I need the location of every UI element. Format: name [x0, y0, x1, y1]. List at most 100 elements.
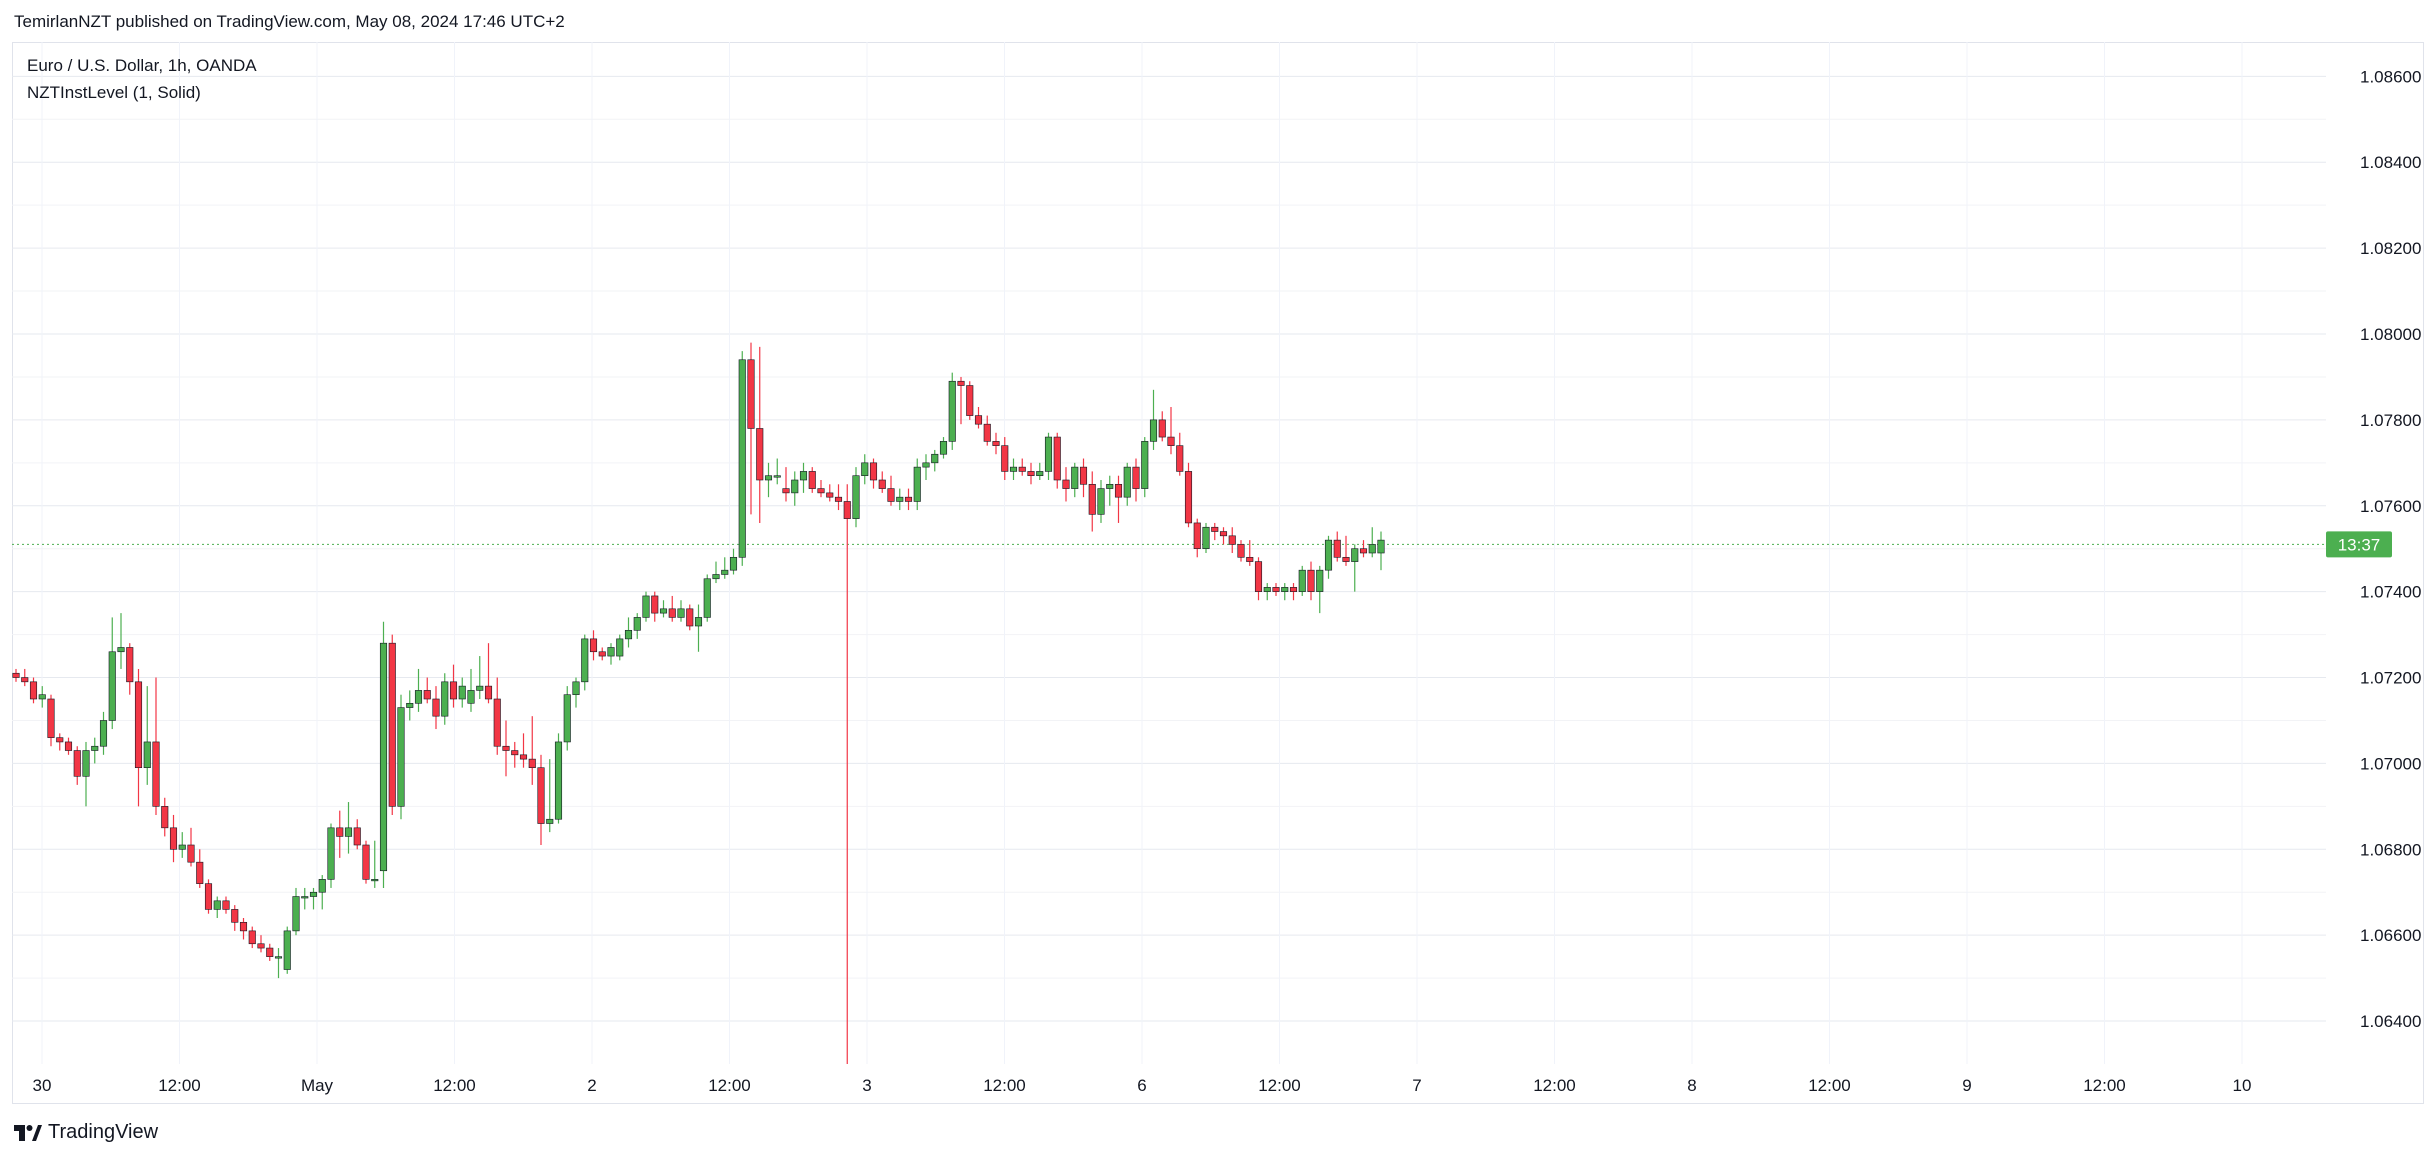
candle-body: [336, 827, 344, 837]
price-tick-label: 1.07600: [2360, 497, 2421, 516]
candle-body: [826, 492, 834, 498]
candle: [99, 711, 108, 755]
candle-body: [1071, 466, 1079, 489]
candle-body: [992, 441, 1000, 446]
candle: [1141, 437, 1149, 498]
candle: [694, 604, 703, 652]
time-tick-label: 12:00: [2083, 1076, 2126, 1095]
tradingview-logo-icon: [14, 1124, 42, 1141]
candle-body: [178, 844, 186, 850]
candle-body: [73, 750, 81, 777]
candle-body: [449, 681, 458, 700]
candle: [852, 467, 860, 528]
candle-body: [1289, 587, 1298, 592]
candle: [1044, 432, 1053, 480]
candle: [29, 677, 38, 704]
candle-body: [1307, 569, 1315, 592]
candle-body: [878, 479, 886, 489]
candle-body: [1097, 488, 1105, 515]
candle-body: [1342, 556, 1350, 562]
candle-body: [1368, 544, 1376, 554]
candle: [861, 454, 869, 485]
candle: [108, 617, 116, 730]
candle-body: [1141, 441, 1149, 489]
candle: [1176, 432, 1184, 476]
candle: [222, 896, 230, 914]
candle: [537, 754, 545, 845]
candle-body: [1018, 466, 1026, 472]
candle: [371, 840, 379, 888]
candle-body: [607, 647, 615, 657]
candle: [511, 741, 519, 768]
candle: [1281, 583, 1289, 601]
candle-body: [292, 896, 300, 932]
price-tick-label: 1.06400: [2360, 1012, 2421, 1031]
candle: [1184, 462, 1193, 528]
candle: [213, 896, 221, 918]
time-tick-label: 12:00: [433, 1076, 476, 1095]
candle: [554, 733, 563, 824]
candle-body: [327, 827, 335, 880]
price-tick-label: 1.08400: [2360, 153, 2421, 172]
candle: [257, 935, 265, 953]
candle: [379, 621, 388, 888]
candle-body: [1036, 471, 1044, 477]
candle: [1359, 540, 1368, 558]
tradingview-logo-text: TradingView: [48, 1121, 159, 1143]
candle-body: [598, 651, 606, 657]
candle-body: [1106, 483, 1114, 489]
candle-body: [659, 608, 668, 614]
candle: [738, 351, 746, 566]
candle-body: [554, 741, 563, 820]
candle: [1307, 561, 1315, 601]
candle: [589, 630, 598, 661]
candle-body: [274, 956, 283, 959]
candle: [1106, 475, 1114, 506]
candle-body: [957, 380, 965, 386]
candle-body: [546, 818, 554, 824]
candle: [843, 484, 851, 1064]
time-tick-label: 12:00: [1533, 1076, 1576, 1095]
candle-body: [108, 651, 116, 721]
candle: [1009, 458, 1018, 480]
tradingview-logo[interactable]: TradingView: [14, 1121, 158, 1144]
candle: [966, 381, 974, 420]
candle: [633, 613, 641, 639]
candle-body: [362, 844, 370, 880]
candle: [91, 737, 99, 764]
indicator-title[interactable]: NZTInstLevel (1, Solid): [27, 83, 201, 102]
candle-body: [318, 879, 326, 893]
candle: [301, 887, 309, 910]
time-tick-label: 8: [1687, 1076, 1696, 1095]
candle-body: [82, 750, 90, 777]
candle: [353, 819, 361, 850]
candle: [1219, 527, 1228, 545]
candle-body: [248, 930, 256, 945]
candle: [484, 643, 493, 704]
candle: [703, 574, 711, 622]
candle: [948, 372, 956, 450]
candle: [869, 458, 878, 489]
candle: [1167, 407, 1175, 455]
candle-body: [677, 608, 685, 618]
candle: [1202, 522, 1210, 553]
candle: [992, 432, 1000, 455]
candle: [1289, 583, 1298, 601]
candle: [161, 797, 169, 837]
candle: [73, 746, 81, 785]
candle-body: [624, 629, 633, 640]
candle: [1324, 535, 1333, 579]
candle-body: [764, 475, 773, 481]
candle-body: [712, 574, 720, 580]
chart-frame[interactable]: [12, 42, 2424, 1104]
candle-body: [1001, 445, 1009, 472]
candle: [939, 437, 948, 459]
candle: [983, 415, 991, 446]
last-price-label-text: 13:37: [2338, 535, 2381, 554]
candle-body: [458, 685, 466, 700]
candle: [47, 694, 55, 747]
candle: [82, 741, 90, 807]
candle: [248, 926, 256, 949]
symbol-title[interactable]: Euro / U.S. Dollar, 1h, OANDA: [27, 56, 257, 75]
